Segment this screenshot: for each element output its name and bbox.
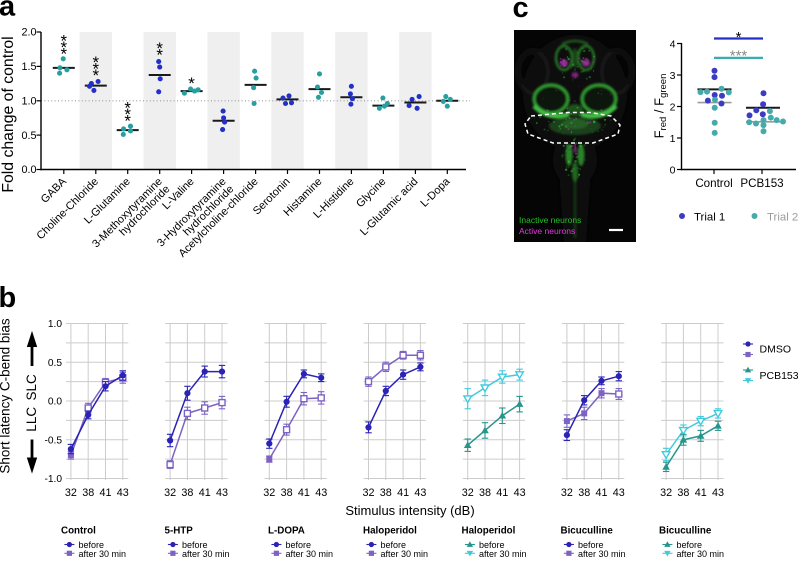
svg-text:4: 4 (670, 38, 676, 50)
svg-text:*: * (736, 29, 742, 46)
svg-text:41: 41 (695, 487, 707, 499)
svg-text:after 30 min: after 30 min (381, 549, 429, 559)
svg-text:41: 41 (99, 487, 111, 499)
svg-text:32: 32 (561, 487, 573, 499)
svg-text:*: * (188, 74, 195, 93)
svg-text:43: 43 (514, 487, 526, 499)
svg-text:-1.0: -1.0 (44, 474, 62, 485)
svg-text:38: 38 (181, 487, 193, 499)
svg-text:0.5: 0.5 (21, 130, 36, 142)
svg-text:32: 32 (362, 487, 374, 499)
svg-text:DMSO: DMSO (760, 344, 792, 356)
svg-text:32: 32 (263, 487, 275, 499)
svg-text:1: 1 (670, 133, 676, 145)
svg-text:41: 41 (397, 487, 409, 499)
svg-text:after 30 min: after 30 min (479, 549, 527, 559)
svg-text:43: 43 (117, 487, 129, 499)
svg-text:32: 32 (462, 487, 474, 499)
svg-text:43: 43 (712, 487, 724, 499)
svg-text:38: 38 (578, 487, 590, 499)
svg-text:c: c (513, 0, 529, 24)
svg-text:PCB153: PCB153 (740, 177, 783, 190)
svg-text:38: 38 (380, 487, 392, 499)
svg-text:*: * (60, 44, 67, 63)
svg-text:Bicuculline: Bicuculline (561, 526, 614, 537)
svg-text:LLC: LLC (24, 407, 39, 432)
svg-text:L-DOPA: L-DOPA (268, 526, 305, 537)
svg-text:Inactive neurons: Inactive neurons (519, 215, 581, 225)
svg-text:*: * (92, 66, 99, 85)
svg-text:***: *** (730, 47, 748, 64)
svg-text:41: 41 (199, 487, 211, 499)
svg-text:after 30 min: after 30 min (286, 549, 334, 559)
svg-text:43: 43 (613, 487, 625, 499)
svg-text:after 30 min: after 30 min (79, 549, 127, 559)
svg-text:SLC: SLC (24, 374, 39, 401)
svg-text:32: 32 (660, 487, 672, 499)
svg-text:Fold change of control: Fold change of control (0, 36, 17, 192)
svg-text:Trial 1: Trial 1 (694, 212, 725, 224)
svg-text:32: 32 (65, 487, 77, 499)
svg-text:Bicuculline: Bicuculline (659, 526, 712, 537)
svg-text:41: 41 (595, 487, 607, 499)
svg-text:3: 3 (670, 70, 676, 82)
svg-text:0.0: 0.0 (21, 164, 36, 176)
svg-text:-0.5: -0.5 (44, 435, 62, 446)
svg-text:1.0: 1.0 (21, 96, 36, 108)
svg-text:43: 43 (414, 487, 426, 499)
svg-text:38: 38 (281, 487, 293, 499)
svg-text:a: a (0, 0, 16, 22)
svg-text:43: 43 (216, 487, 228, 499)
svg-text:Active neurons: Active neurons (519, 226, 575, 236)
svg-text:b: b (0, 282, 16, 314)
svg-text:after 30 min: after 30 min (578, 549, 626, 559)
svg-text:0.5: 0.5 (48, 358, 62, 369)
svg-text:43: 43 (315, 487, 327, 499)
svg-text:1.0: 1.0 (48, 319, 62, 330)
svg-text:Haloperidol: Haloperidol (363, 526, 417, 537)
svg-text:PCB153: PCB153 (760, 370, 798, 382)
svg-text:Short latency C-bend bias: Short latency C-bend bias (0, 318, 13, 474)
svg-text:32: 32 (164, 487, 176, 499)
svg-text:Haloperidol: Haloperidol (462, 526, 516, 537)
svg-text:*: * (156, 46, 163, 65)
svg-text:38: 38 (479, 487, 491, 499)
svg-text:Trial 2: Trial 2 (767, 212, 798, 224)
svg-text:5-HTP: 5-HTP (165, 526, 194, 537)
svg-text:0.0: 0.0 (48, 397, 62, 408)
svg-text:1.5: 1.5 (21, 61, 36, 73)
svg-text:Stimulus intensity (dB): Stimulus intensity (dB) (345, 503, 474, 518)
svg-text:0: 0 (670, 164, 676, 176)
svg-text:*: * (124, 112, 131, 131)
svg-text:after 30 min: after 30 min (182, 549, 230, 559)
svg-text:41: 41 (298, 487, 310, 499)
svg-text:Control: Control (695, 177, 732, 190)
svg-text:after 30 min: after 30 min (677, 549, 725, 559)
svg-text:38: 38 (82, 487, 94, 499)
svg-text:Control: Control (61, 526, 96, 537)
svg-text:2.0: 2.0 (21, 27, 36, 39)
svg-text:2: 2 (670, 101, 676, 113)
svg-text:41: 41 (496, 487, 508, 499)
svg-text:38: 38 (677, 487, 689, 499)
